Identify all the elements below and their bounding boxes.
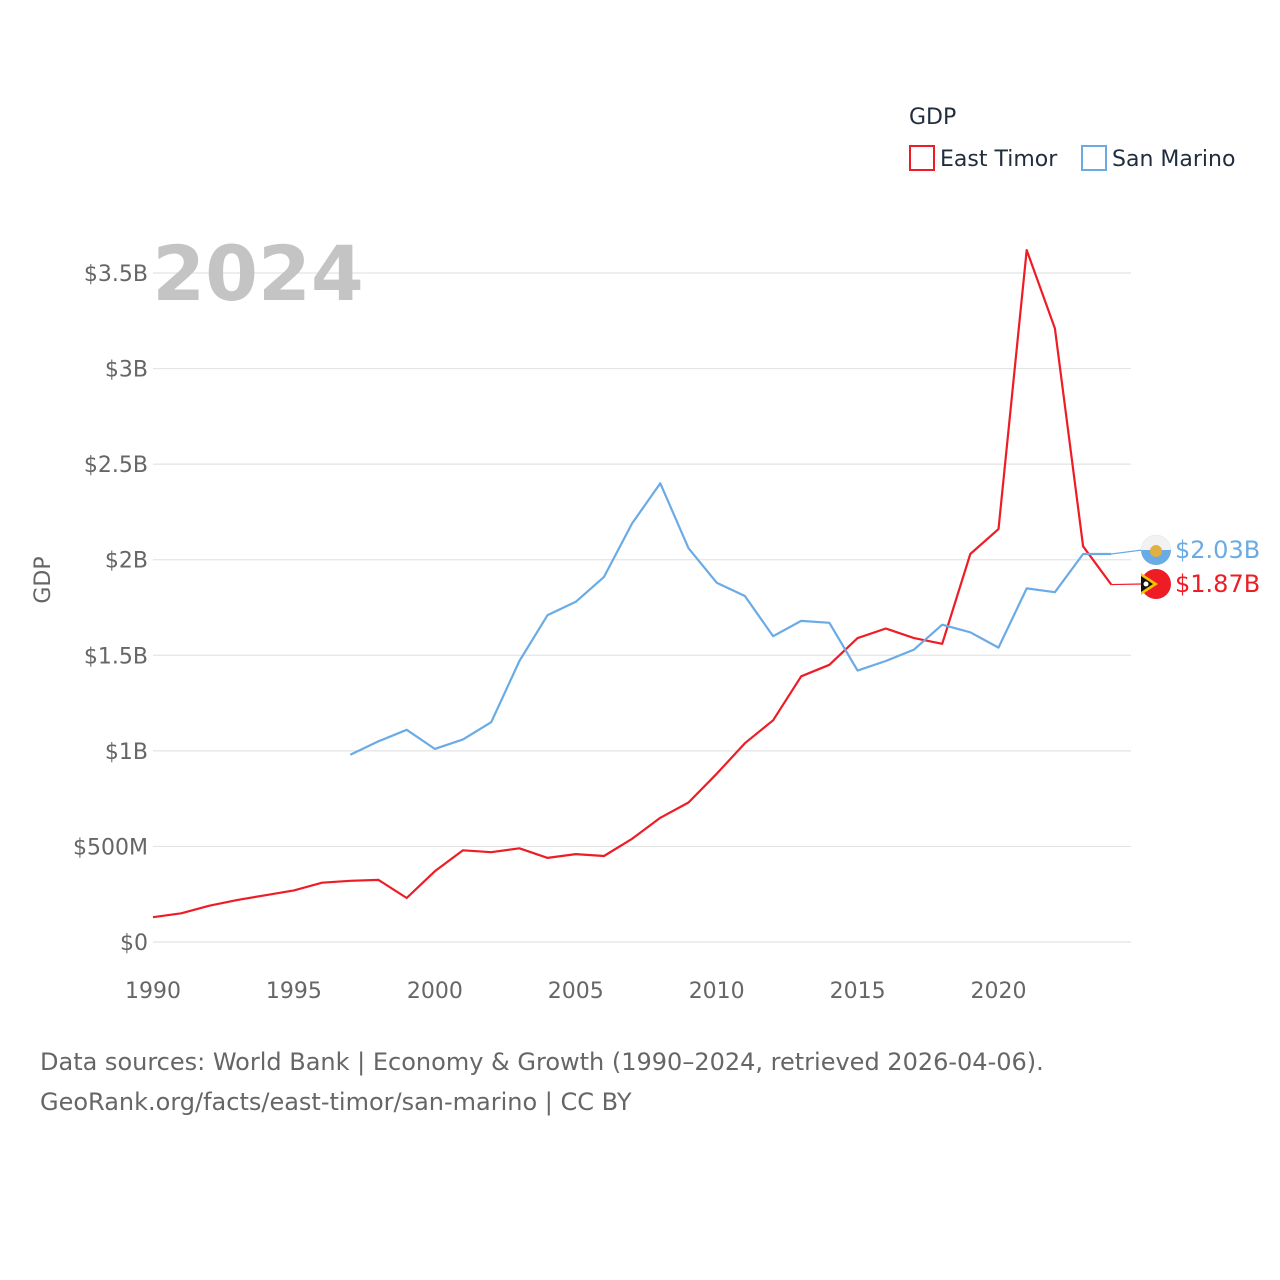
y-tick-label: $2B xyxy=(105,549,148,574)
y-tick-label: $3.5B xyxy=(84,262,148,287)
legend-label: East Timor xyxy=(940,147,1058,172)
x-axis-ticks: 1990 1995 2000 2005 2010 2015 2020 xyxy=(125,979,1027,1004)
series-line-san-marino xyxy=(349,482,1112,756)
y-tick-label: $3B xyxy=(105,358,148,383)
flag-top-white xyxy=(1141,535,1171,550)
x-tick-label: 2005 xyxy=(548,979,604,1004)
footer-sources: Data sources: World Bank | Economy & Gro… xyxy=(40,1048,1044,1076)
end-connector xyxy=(1111,549,1143,555)
legend: GDP East Timor San Marino xyxy=(909,105,1235,172)
series-lines xyxy=(152,249,1113,919)
san-marino-flag-icon xyxy=(1141,535,1171,565)
x-tick-label: 2010 xyxy=(689,979,745,1004)
year-watermark: 2024 xyxy=(152,229,364,318)
legend-swatch xyxy=(909,145,935,171)
y-tick-label: $2.5B xyxy=(84,453,148,478)
footer-link[interactable]: GeoRank.org/facts/east-timor/san-marino … xyxy=(40,1088,632,1116)
y-axis-ticks: $0 $500M $1B $1.5B $2B $2.5B $3B $3.5B xyxy=(73,262,148,956)
gridlines xyxy=(153,272,1131,943)
footer: Data sources: World Bank | Economy & Gro… xyxy=(40,1042,1044,1122)
end-connector xyxy=(1111,583,1143,586)
end-value-label: $2.03B xyxy=(1175,536,1260,564)
legend-title: GDP xyxy=(909,105,956,130)
x-tick-label: 1995 xyxy=(266,979,322,1004)
x-tick-label: 2015 xyxy=(830,979,886,1004)
flag-star xyxy=(1143,581,1149,587)
y-tick-label: $500M xyxy=(73,835,148,860)
series-end-labels: $1.87B $2.03B xyxy=(1111,535,1260,599)
x-tick-label: 1990 xyxy=(125,979,181,1004)
east-timor-flag-icon xyxy=(1141,569,1171,599)
y-tick-label: $1.5B xyxy=(84,644,148,669)
y-tick-label: $1B xyxy=(105,740,148,765)
y-axis-label: GDP xyxy=(31,556,56,603)
legend-item-san-marino[interactable]: San Marino xyxy=(1081,145,1235,172)
series-line-east-timor xyxy=(152,249,1113,919)
x-tick-label: 2000 xyxy=(407,979,463,1004)
legend-swatch xyxy=(1081,145,1107,171)
flag-emblem xyxy=(1150,545,1162,557)
legend-item-east-timor[interactable]: East Timor xyxy=(909,145,1058,172)
x-tick-label: 2020 xyxy=(971,979,1027,1004)
end-value-label: $1.87B xyxy=(1175,570,1260,598)
legend-label: San Marino xyxy=(1112,147,1235,172)
y-tick-label: $0 xyxy=(120,931,148,956)
gdp-line-chart: $0 $500M $1B $1.5B $2B $2.5B $3B $3.5B 1990 1995… xyxy=(31,105,1260,1004)
